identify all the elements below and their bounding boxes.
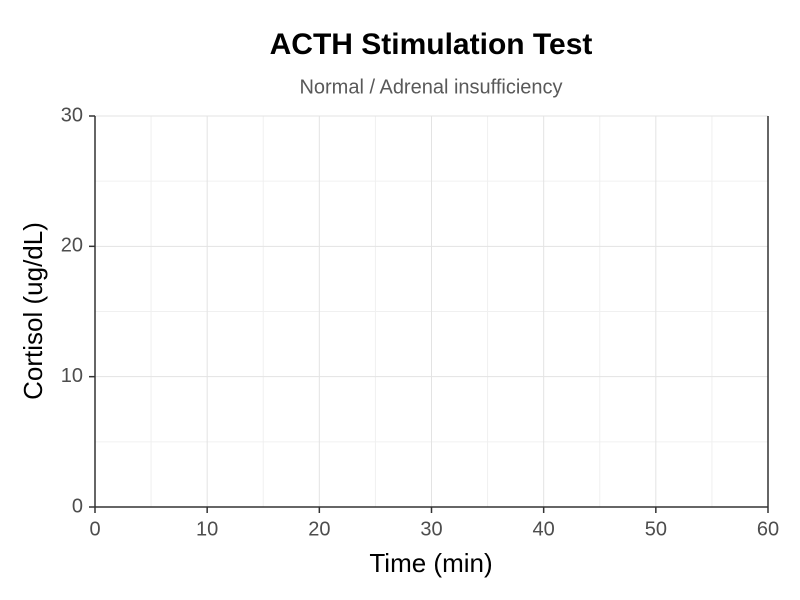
y-tick-label: 30 <box>61 104 83 126</box>
chart-title: ACTH Stimulation Test <box>270 28 593 61</box>
x-tick-label: 50 <box>645 518 667 540</box>
x-tick-label: 20 <box>308 518 330 540</box>
x-tick-label: 10 <box>196 518 218 540</box>
y-axis-label: Cortisol (ug/dL) <box>18 222 48 400</box>
x-tick-label: 40 <box>533 518 555 540</box>
chart-subtitle: Normal / Adrenal insufficiency <box>299 76 562 98</box>
x-tick-label: 0 <box>89 518 100 540</box>
x-axis-label: Time (min) <box>369 548 492 578</box>
y-tick-label: 10 <box>61 365 83 387</box>
ticks: 0 10 20 30 40 50 60 0 10 20 30 <box>61 104 779 540</box>
y-tick-label: 0 <box>72 495 83 517</box>
y-tick-label: 20 <box>61 235 83 257</box>
x-tick-label: 60 <box>757 518 779 540</box>
x-tick-label: 30 <box>420 518 442 540</box>
